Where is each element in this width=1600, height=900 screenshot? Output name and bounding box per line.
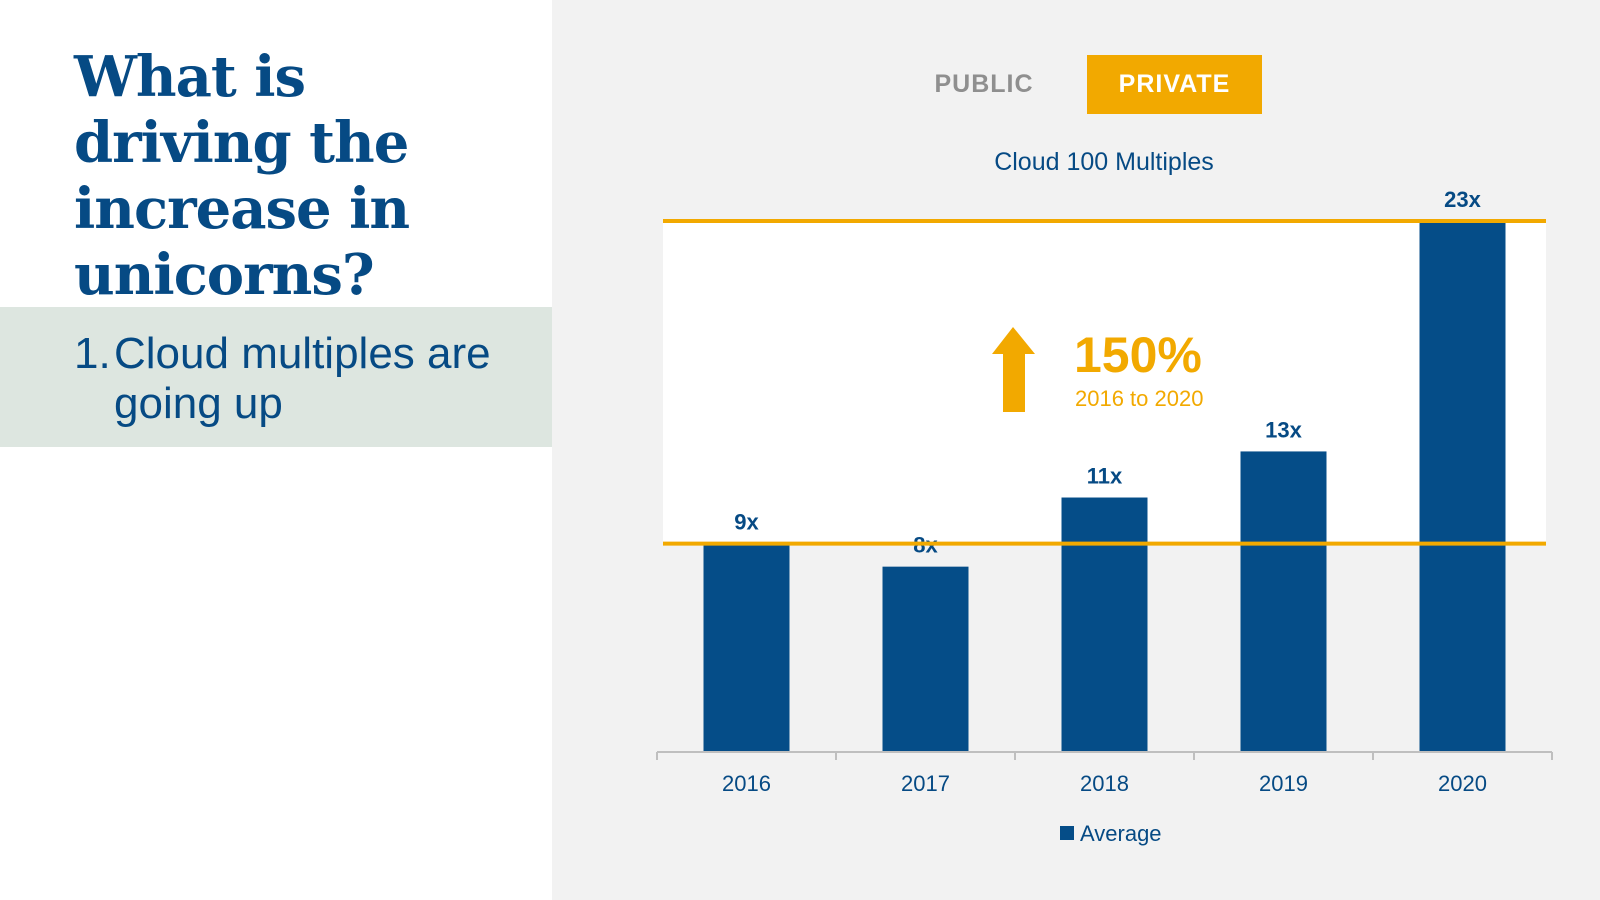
chart-panel: 9x20168x201711x201813x201923x2020150%201… — [552, 0, 1600, 900]
callout-arrow-shape — [0, 307, 590, 447]
value-label-2018: 11x — [1087, 464, 1123, 489]
legend-label-average: Average — [1080, 821, 1162, 846]
tab-public[interactable]: PUBLIC — [934, 70, 1034, 98]
bar-2019 — [1240, 451, 1327, 751]
legend-swatch-average — [1060, 826, 1074, 840]
bar-2020 — [1419, 221, 1506, 751]
bar-2017 — [882, 566, 969, 751]
growth-percent: 150% — [1074, 327, 1202, 383]
up-arrow-icon — [992, 327, 1035, 412]
bar-2016 — [703, 543, 790, 751]
tab-private[interactable]: PRIVATE — [1087, 55, 1262, 114]
bar-2018 — [1061, 497, 1148, 751]
highlight-band — [663, 221, 1546, 544]
chart-title: Cloud 100 Multiples — [994, 148, 1214, 176]
x-tick-label-2020: 2020 — [1438, 771, 1487, 796]
callout-text: Cloud multiples are going up — [114, 329, 491, 428]
value-label-2020: 23x — [1444, 187, 1481, 212]
x-tick-label-2019: 2019 — [1259, 771, 1308, 796]
slide-headline: What is driving the increase in unicorns… — [74, 44, 410, 308]
growth-range: 2016 to 2020 — [1075, 386, 1203, 411]
callout-banner: 1. Cloud multiples are going up — [0, 307, 590, 447]
value-label-2016: 9x — [734, 510, 759, 535]
value-label-2019: 13x — [1265, 417, 1302, 442]
callout-number: 1. — [74, 329, 111, 378]
bar-chart: 9x20168x201711x201813x201923x2020150%201… — [656, 187, 1553, 846]
x-tick-label-2017: 2017 — [901, 771, 950, 796]
left-panel: What is driving the increase in unicorns… — [0, 0, 590, 900]
x-tick-label-2018: 2018 — [1080, 771, 1129, 796]
x-tick-label-2016: 2016 — [722, 771, 771, 796]
